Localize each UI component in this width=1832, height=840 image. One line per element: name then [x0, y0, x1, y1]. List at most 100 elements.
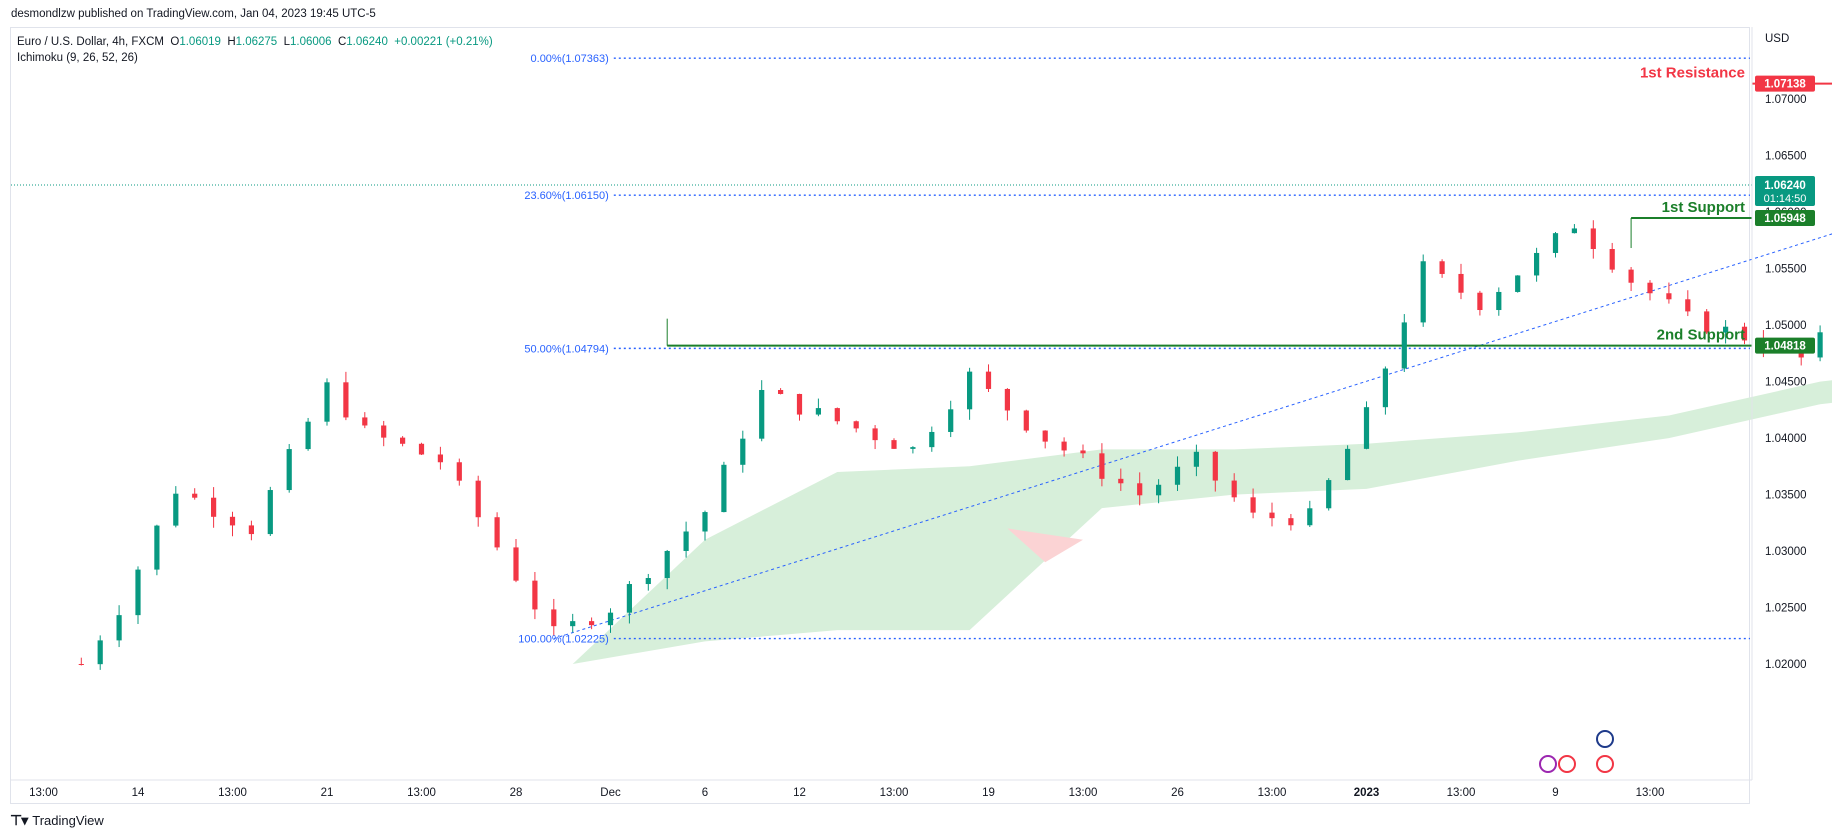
level-name-label: 2nd Support [1657, 327, 1745, 344]
time-tick-label: 13:00 [1636, 787, 1665, 799]
countdown-text: 01:14:50 [1764, 193, 1807, 205]
candle-body [1269, 512, 1275, 519]
time-tick-label: 28 [510, 787, 523, 799]
level-price-tag [1755, 337, 1815, 354]
price-tick-label: 1.04000 [1765, 433, 1807, 445]
time-tick-label: 13:00 [1069, 787, 1098, 799]
level-price-text: 1.05948 [1764, 213, 1806, 225]
candle-body [1439, 261, 1445, 274]
candle-body [589, 621, 595, 626]
candle-body [267, 490, 273, 535]
candle-body [872, 428, 878, 441]
us-flag-event-icon [1558, 755, 1576, 773]
time-tick-label: 19 [982, 787, 995, 799]
level-price-text: 1.07138 [1764, 79, 1806, 91]
candle-body [1401, 322, 1407, 369]
candle-body [1023, 410, 1029, 431]
level-name-label: 1st Support [1662, 199, 1745, 216]
candle-body [248, 525, 254, 535]
candle-body [513, 547, 519, 581]
publish-info: desmondlzw published on TradingView.com,… [11, 8, 376, 20]
fib-level-label: 23.60%(1.06150) [524, 190, 608, 202]
candle-body [796, 393, 803, 415]
candle-body [778, 389, 784, 394]
price-tick-label: 1.04500 [1765, 377, 1807, 389]
candle-body [1534, 252, 1540, 276]
candle-body [570, 621, 576, 627]
legend-symbol[interactable]: Euro / U.S. Dollar, 4h, FXCM [17, 36, 164, 48]
tradingview-logo[interactable]: ⊤▾ TradingView [10, 812, 104, 829]
candle-body [1137, 483, 1143, 496]
price-tick-label: 1.03000 [1765, 546, 1807, 558]
candle-body [1363, 407, 1370, 449]
candle-body [1741, 326, 1748, 341]
candle-body [1628, 269, 1634, 283]
price-tick-label: 1.03500 [1765, 490, 1807, 502]
candle-body [1609, 249, 1615, 270]
fib-level-label: 100.00%(1.02225) [518, 634, 609, 646]
candle-body [645, 578, 651, 585]
tradingview-logo-icon: ⊤▾ [10, 812, 28, 828]
price-tick-label: 1.06500 [1765, 151, 1807, 163]
candle-body [1307, 508, 1313, 526]
candle-body [418, 443, 425, 455]
level-price-tag [1755, 210, 1815, 227]
candle-body [400, 437, 406, 444]
candle-body [1345, 448, 1351, 481]
legend-change: +0.00221 (+0.21%) [394, 36, 493, 48]
level-price-text: 1.04818 [1764, 341, 1806, 353]
candle-body [910, 447, 916, 449]
us-flag-event-icon [1596, 755, 1614, 773]
chart-legend: Euro / U.S. Dollar, 4h, FXCM O1.06019 H1… [17, 34, 493, 66]
currency-label: USD [1765, 33, 1789, 45]
candle-body [626, 584, 632, 613]
time-tick-label: 13:00 [29, 787, 58, 799]
candle-body [1477, 292, 1483, 311]
candle-body [192, 493, 198, 498]
ichimoku-cloud-bullish [572, 380, 1832, 664]
candle-body [834, 408, 840, 422]
tradingview-brand: TradingView [32, 813, 104, 828]
candle-body [1231, 480, 1237, 498]
candle-body [1496, 291, 1502, 311]
time-tick-label: 13:00 [1258, 787, 1287, 799]
candle-body [135, 569, 141, 616]
candle-body [683, 531, 689, 551]
time-tick-label: Dec [600, 787, 621, 799]
candle-body [1515, 275, 1521, 292]
legend-high: 1.06275 [235, 36, 278, 48]
candle-body [1156, 484, 1162, 496]
candle-body [1685, 299, 1691, 312]
candle-body [381, 425, 387, 438]
candle-body [948, 409, 954, 432]
candle-body [1666, 293, 1672, 300]
legend-close: 1.06240 [346, 36, 388, 48]
candle-body [456, 462, 462, 481]
time-tick-label: 9 [1552, 787, 1558, 799]
candle-body [985, 371, 992, 389]
time-tick-label: 13:00 [1447, 787, 1476, 799]
candle-body [891, 440, 897, 449]
candle-body [815, 408, 821, 415]
fib-trendline [553, 233, 1832, 640]
legend-low-label: L [283, 36, 290, 48]
price-tick-label: 1.07000 [1765, 94, 1807, 106]
candle-body [1250, 497, 1256, 513]
candle-body [343, 382, 349, 418]
candle-body [1420, 261, 1426, 323]
candle-body [532, 580, 538, 610]
candle-body [551, 609, 557, 627]
candle-body [1326, 480, 1332, 509]
time-tick-label: 14 [132, 787, 145, 799]
legend-low: 1.06006 [290, 36, 332, 48]
time-tick-label: 12 [793, 787, 806, 799]
ichimoku-cloud-bearish [1007, 528, 1083, 563]
legend-indicator[interactable]: Ichimoku (9, 26, 52, 26) [17, 52, 138, 64]
candle-body [1118, 478, 1124, 484]
candle-body [1004, 388, 1010, 411]
candle-body [173, 493, 179, 526]
level-name-label: 1st Resistance [1640, 65, 1745, 82]
candle-body [1099, 453, 1105, 479]
candle-body [721, 464, 727, 513]
